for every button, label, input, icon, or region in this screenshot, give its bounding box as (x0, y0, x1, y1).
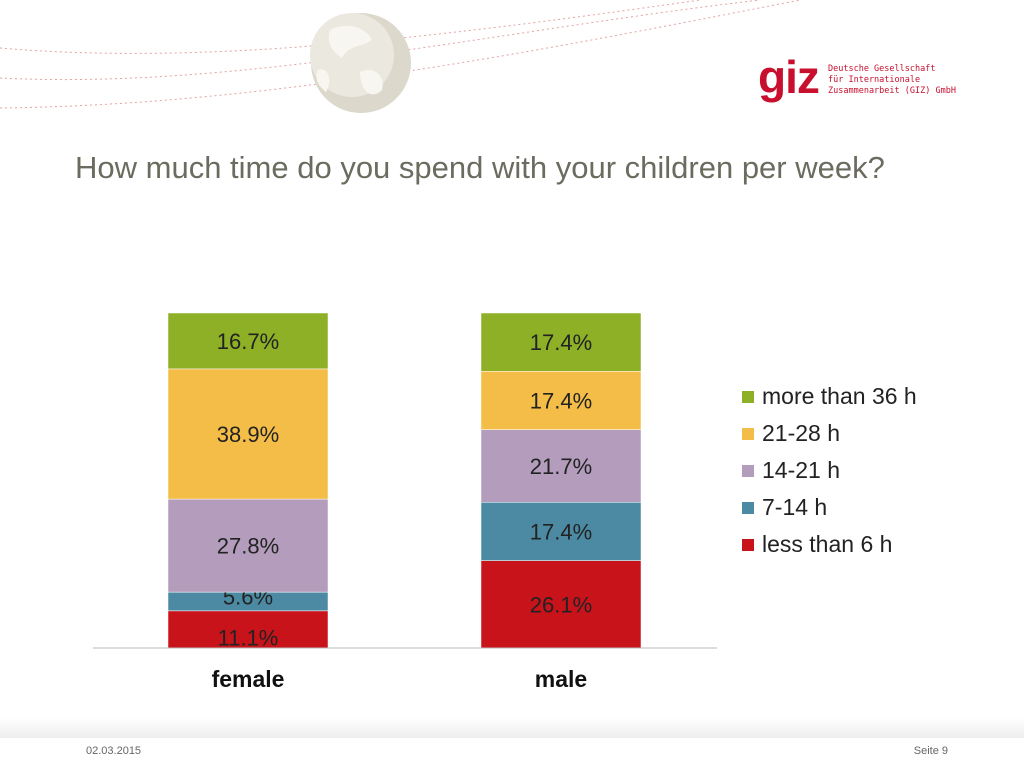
logo-line: für Internationale (828, 75, 921, 85)
legend-label: 7-14 h (762, 494, 828, 520)
logo-text: Deutsche Gesellschaft für Internationale… (828, 64, 958, 97)
legend-item: less than 6 h (742, 526, 917, 563)
legend-swatch (742, 464, 754, 477)
data-label: 26.1% (530, 592, 592, 617)
logo-mark: giz (758, 51, 820, 103)
globe-icon (310, 13, 411, 113)
legend-swatch (742, 538, 754, 551)
data-label: 21.7% (530, 454, 592, 479)
bar-segment (480, 371, 642, 430)
x-tick-label: male (535, 666, 587, 692)
data-label: 17.4% (530, 519, 592, 544)
logo-line: Deutsche Gesellschaft (828, 64, 936, 74)
bar-segment (167, 312, 329, 370)
bar-segment (167, 368, 329, 500)
legend-item: 21-28 h (742, 415, 917, 452)
x-tick-label: female (212, 666, 285, 692)
legend-label: 14-21 h (762, 457, 841, 483)
bar-segment (480, 502, 642, 561)
slide-title: How much time do you spend with your chi… (75, 150, 885, 185)
legend-item: more than 36 h (742, 378, 917, 415)
footer-band (0, 718, 1024, 738)
bar-segment (480, 429, 642, 503)
chart-legend: more than 36 h 21-28 h 14-21 h 7-14 h le… (742, 378, 917, 563)
data-label: 17.4% (530, 388, 592, 413)
legend-label: 21-28 h (762, 420, 841, 446)
bar-segment (167, 610, 329, 649)
bar-segment (480, 560, 642, 649)
footer-date: 02.03.2015 (86, 745, 142, 757)
bar-segment (167, 498, 329, 593)
bar-segment (480, 312, 642, 372)
legend-item: 14-21 h (742, 452, 917, 489)
legend-item: 7-14 h (742, 489, 917, 526)
giz-logo: giz Deutsche Gesellschaft für Internatio… (758, 54, 958, 110)
legend-swatch (742, 427, 754, 440)
data-label: 27.8% (217, 534, 279, 559)
legend-swatch (742, 501, 754, 514)
legend-swatch (742, 390, 754, 403)
data-label: 38.9% (217, 422, 279, 447)
logo-line: Zusammenarbeit (GIZ) GmbH (828, 86, 956, 96)
data-label: 16.7% (217, 329, 279, 354)
data-label: 11.1% (218, 625, 279, 650)
page-number: Seite 9 (913, 745, 948, 757)
legend-label: less than 6 h (762, 531, 893, 557)
data-label: 17.4% (530, 330, 592, 355)
legend-label: more than 36 h (762, 383, 917, 409)
